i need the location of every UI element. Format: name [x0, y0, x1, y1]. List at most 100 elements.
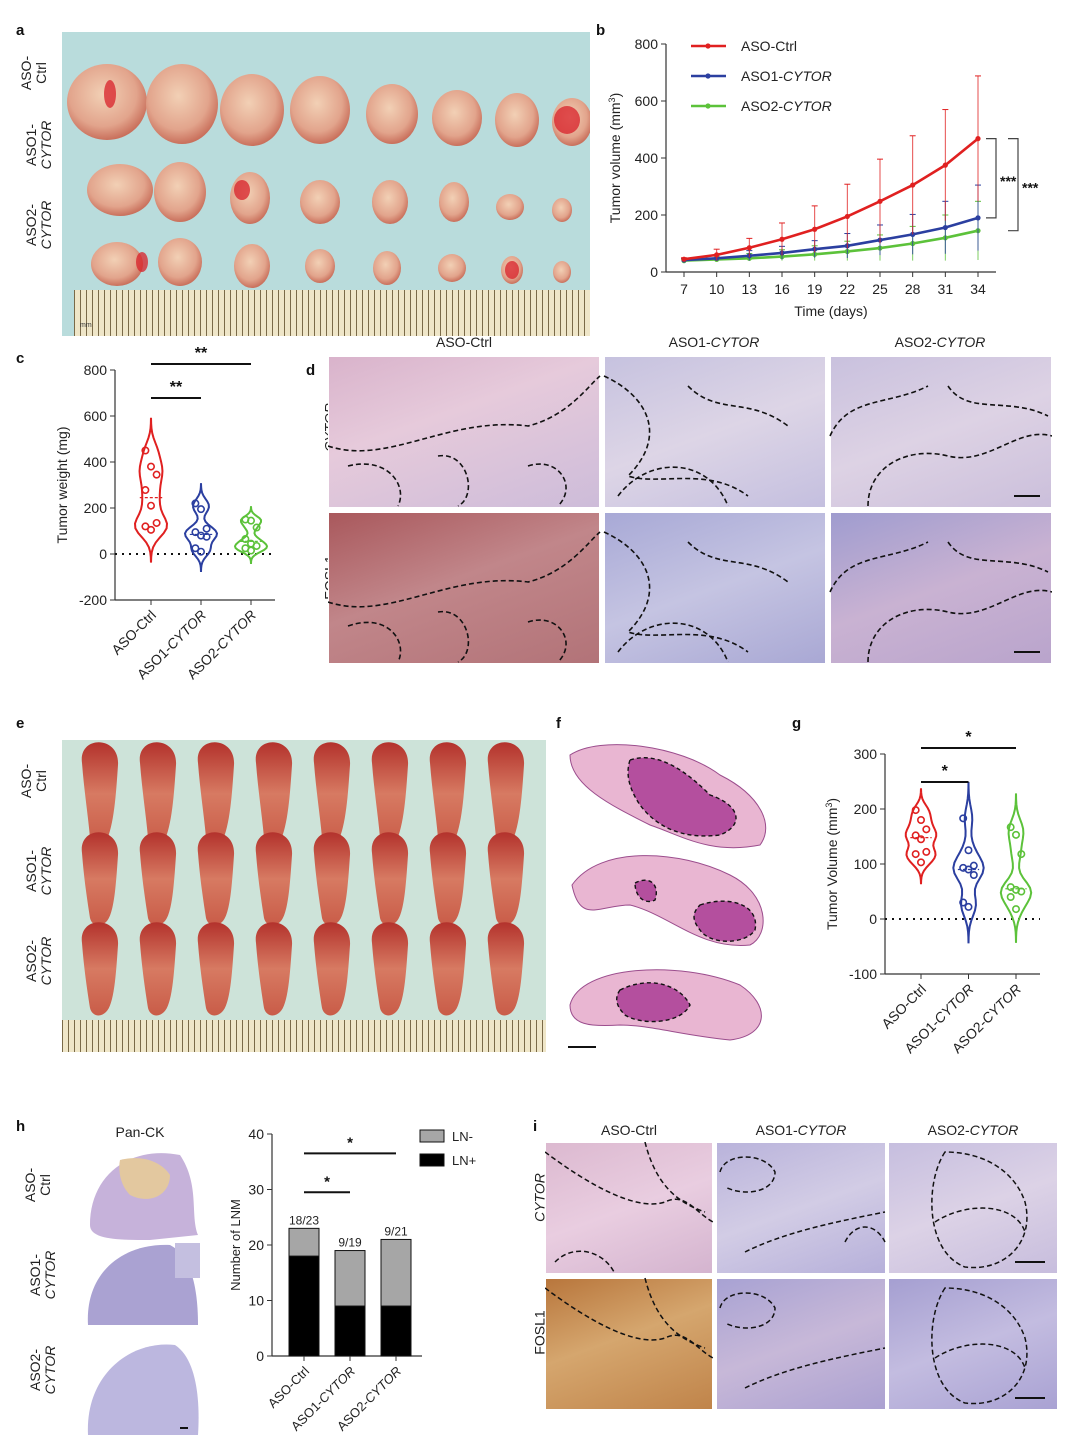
svg-text:10: 10 [248, 1293, 264, 1309]
svg-text:800: 800 [635, 36, 659, 52]
svg-text:***: *** [1000, 173, 1017, 189]
svg-text:-100: -100 [849, 966, 877, 982]
svg-text:300: 300 [854, 746, 878, 762]
svg-text:31: 31 [938, 281, 954, 297]
ihc-image-fosl1-ctrl [328, 512, 600, 664]
ihc-image-fosl1-aso1-i [716, 1278, 886, 1410]
svg-text:LN-: LN- [452, 1129, 473, 1144]
col-label-aso1: ASO1-CYTOR [668, 334, 760, 350]
mm-ruler-e [62, 1020, 546, 1052]
row-label-aso2: ASO2- CYTOR [23, 200, 54, 250]
ihc-image-cytor-ctrl [328, 356, 600, 508]
col-label-aso1-i: ASO1-CYTOR [755, 1122, 847, 1138]
svg-text:7: 7 [680, 281, 688, 297]
ihc-image-fosl1-ctrl-i [545, 1278, 713, 1410]
tumor-weight-violin-chart: -200 0 200 400 600 800 Tumor weight (mg) ASO-Ct… [54, 345, 275, 682]
svg-text:600: 600 [635, 93, 659, 109]
panel-label-d: d [306, 362, 316, 379]
row-label-aso-ctrl: ASO- Ctrl [18, 55, 49, 91]
row-label-aso2-h: ASO2- CYTOR [27, 1345, 58, 1395]
svg-text:19: 19 [807, 281, 823, 297]
row-label-aso-ctrl-h: ASO- Ctrl [22, 1167, 53, 1203]
svg-text:13: 13 [742, 281, 758, 297]
svg-text:20: 20 [248, 1237, 264, 1253]
panel-label-g: g [792, 715, 802, 732]
row-label-aso1: ASO1- CYTOR [23, 120, 54, 170]
ihc-image-cytor-ctrl-i [545, 1142, 713, 1274]
row-label-aso2-e: ASO2- CYTOR [23, 936, 54, 986]
svg-text:9/19: 9/19 [338, 1236, 362, 1250]
panel-label-e: e [16, 715, 25, 732]
svg-text:0: 0 [99, 546, 107, 562]
orthotopic-tongue-tumor-photo [62, 740, 546, 1052]
svg-text:0: 0 [256, 1348, 264, 1364]
panel-label-b: b [596, 22, 606, 39]
svg-text:Tumor Volume (mm3): Tumor Volume (mm3) [824, 798, 840, 930]
svg-text:*: * [942, 763, 949, 780]
svg-text:28: 28 [905, 281, 921, 297]
ihc-image-cytor-aso1 [604, 356, 826, 508]
svg-text:200: 200 [635, 207, 659, 223]
mm-ruler [74, 290, 590, 336]
svg-text:ASO-Ctrl: ASO-Ctrl [265, 1363, 312, 1410]
panel-label-a: a [16, 22, 25, 39]
col-label-aso2-i: ASO2-CYTOR [927, 1122, 1019, 1138]
svg-text:40: 40 [248, 1126, 264, 1142]
col-label-aso-ctrl: ASO-Ctrl [436, 334, 492, 350]
svg-text:25: 25 [872, 281, 888, 297]
svg-text:16: 16 [774, 281, 790, 297]
svg-text:0: 0 [650, 264, 658, 280]
col-label-aso2: ASO2-CYTOR [894, 334, 986, 350]
col-label-aso-ctrl-i: ASO-Ctrl [601, 1122, 657, 1138]
row-label-aso-ctrl-e: ASO- Ctrl [18, 763, 49, 799]
ihc-image-cytor-aso2 [830, 356, 1052, 508]
ruler-unit-label: mm [80, 322, 92, 329]
svg-text:**: ** [195, 345, 208, 362]
svg-text:800: 800 [84, 362, 108, 378]
svg-text:**: ** [170, 379, 183, 396]
svg-text:22: 22 [840, 281, 856, 297]
svg-text:*: * [324, 1173, 330, 1190]
ihc-image-fosl1-aso2 [830, 512, 1052, 664]
svg-text:34: 34 [970, 281, 986, 297]
subcutaneous-tumor-photo: mm [62, 32, 590, 336]
ihc-image-fosl1-aso1 [604, 512, 826, 664]
svg-text:Time (days): Time (days) [794, 303, 867, 319]
svg-text:200: 200 [84, 500, 108, 516]
svg-text:200: 200 [854, 801, 878, 817]
tongue-tumor-illustration [81, 742, 525, 1016]
svg-text:400: 400 [635, 150, 659, 166]
svg-text:400: 400 [84, 454, 108, 470]
svg-text:10: 10 [709, 281, 725, 297]
svg-text:ASO-Ctrl: ASO-Ctrl [108, 607, 159, 658]
svg-text:***: *** [1022, 180, 1039, 196]
pan-ck-title: Pan-CK [115, 1124, 165, 1140]
svg-text:ASO2-CYTOR: ASO2-CYTOR [741, 98, 832, 114]
svg-text:*: * [347, 1134, 353, 1151]
svg-text:Tumor weight (mg): Tumor weight (mg) [54, 427, 70, 544]
panel-label-f: f [556, 715, 561, 732]
svg-text:*: * [965, 730, 972, 746]
panel-label-h: h [16, 1118, 26, 1135]
ihc-dashed-outlines-i [545, 1142, 1045, 1405]
ihc-image-cytor-aso1-i [716, 1142, 886, 1274]
svg-text:30: 30 [248, 1182, 264, 1198]
row-label-aso1-h: ASO1- CYTOR [27, 1250, 58, 1300]
tumor-volume-line-chart: 0 200 400 600 800 7 10 13 16 19 22 25 28 31 34 Time (da… [607, 36, 1039, 319]
he-stained-tongue-sections [568, 744, 767, 1048]
pan-ck-lymph-node-images [87, 1153, 200, 1435]
svg-text:ASO1-CYTOR: ASO1-CYTOR [741, 68, 832, 84]
svg-text:9/21: 9/21 [384, 1224, 408, 1238]
svg-text:18/23: 18/23 [289, 1213, 319, 1227]
svg-text:600: 600 [84, 408, 108, 424]
svg-text:100: 100 [854, 856, 878, 872]
svg-text:Tumor volume (mm3): Tumor volume (mm3) [607, 93, 623, 224]
svg-text:Number of LNM: Number of LNM [228, 1199, 243, 1291]
svg-text:ASO-Ctrl: ASO-Ctrl [741, 38, 797, 54]
svg-text:0: 0 [869, 911, 877, 927]
row-label-aso1-e: ASO1- CYTOR [23, 846, 54, 896]
tumor-photo-illustration [67, 64, 590, 288]
panel-label-i: i [533, 1118, 538, 1135]
